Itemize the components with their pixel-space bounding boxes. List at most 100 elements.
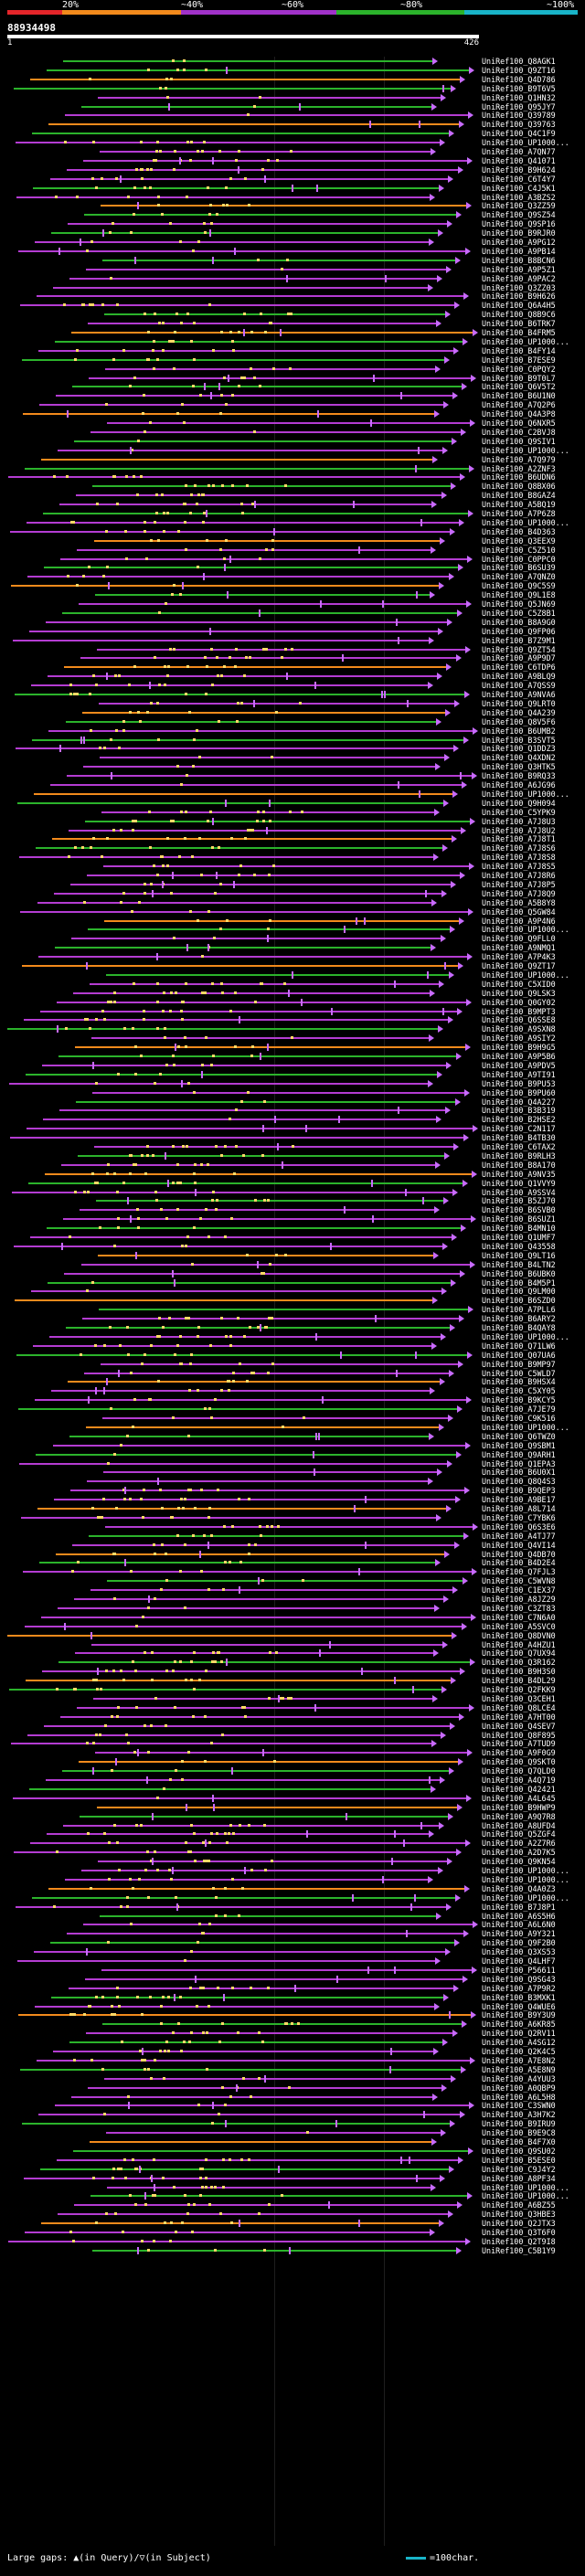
hit-id-link[interactable]: UniRef100_B3SVT5 bbox=[482, 735, 556, 745]
hit-row[interactable]: UniRef100_C5WVN8 bbox=[0, 1576, 585, 1585]
hit-row[interactable]: UniRef100_Q8V5F6 bbox=[0, 717, 585, 726]
hit-row[interactable]: UniRef100_A7J8T1 bbox=[0, 834, 585, 843]
hit-row[interactable]: UniRef100_C6T4Y7 bbox=[0, 175, 585, 184]
hit-row[interactable]: UniRef100_Q9SZ54 bbox=[0, 210, 585, 219]
hit-row[interactable]: UniRef100_A7TUD9 bbox=[0, 1739, 585, 1748]
hit-row[interactable]: UniRef100_Q9ARH1 bbox=[0, 1450, 585, 1459]
hit-id-link[interactable]: UniRef100_B6SUZ1 bbox=[482, 1214, 556, 1224]
hit-id-link[interactable]: UniRef100_Q3ZZ03 bbox=[482, 282, 556, 292]
hit-id-link[interactable]: UniRef100_UP1000... bbox=[482, 138, 569, 148]
hit-row[interactable]: UniRef100_Q4A0Z3 bbox=[0, 1884, 585, 1893]
hit-row[interactable]: UniRef100_C2N117 bbox=[0, 1124, 585, 1133]
hit-id-link[interactable]: UniRef100_A9TI91 bbox=[482, 1069, 556, 1079]
hit-row[interactable]: UniRef100_Q8LCE4 bbox=[0, 1703, 585, 1712]
hit-id-link[interactable]: UniRef100_Q5JN69 bbox=[482, 599, 556, 609]
hit-row[interactable]: UniRef100_B9HWP9 bbox=[0, 1803, 585, 1812]
hit-row[interactable]: UniRef100_Q4A3P8 bbox=[0, 409, 585, 419]
hit-id-link[interactable]: UniRef100_Q4WUE6 bbox=[482, 2001, 556, 2011]
hit-id-link[interactable]: UniRef100_B6TRK7 bbox=[482, 319, 556, 329]
hit-id-link[interactable]: UniRef100_B9H9G5 bbox=[482, 1043, 556, 1053]
hit-id-link[interactable]: UniRef100_A7Q2P6 bbox=[482, 400, 556, 410]
hit-row[interactable]: UniRef100_B3MXK1 bbox=[0, 1993, 585, 2002]
hit-row[interactable]: UniRef100_Q8AGK1 bbox=[0, 57, 585, 66]
hit-row[interactable]: UniRef100_Q9LM00 bbox=[0, 1287, 585, 1296]
hit-id-link[interactable]: UniRef100_B4DL29 bbox=[482, 1676, 556, 1686]
hit-id-link[interactable]: UniRef100_C5Z8B1 bbox=[482, 608, 556, 618]
hit-id-link[interactable]: UniRef100_Q4A227 bbox=[482, 1097, 556, 1107]
hit-row[interactable]: UniRef100_A7E8N2 bbox=[0, 2056, 585, 2065]
hit-row[interactable]: UniRef100_A9NVA6 bbox=[0, 690, 585, 699]
hit-id-link[interactable]: UniRef100_B6UMB2 bbox=[482, 726, 556, 736]
hit-id-link[interactable]: UniRef100_B8A170 bbox=[482, 1160, 556, 1170]
hit-row[interactable]: UniRef100_A7J8S6 bbox=[0, 843, 585, 853]
hit-row[interactable]: UniRef100_B9PU53 bbox=[0, 1079, 585, 1088]
hit-id-link[interactable]: UniRef100_A9BLQ9 bbox=[482, 672, 556, 682]
hit-row[interactable]: UniRef100_Q4A239 bbox=[0, 708, 585, 717]
hit-id-link[interactable]: UniRef100_A3H7K2 bbox=[482, 2110, 556, 2120]
hit-id-link[interactable]: UniRef100_Q9SZ54 bbox=[482, 210, 556, 220]
hit-id-link[interactable]: UniRef100_Q8B9C6 bbox=[482, 310, 556, 320]
hit-id-link[interactable]: UniRef100_A9P9D7 bbox=[482, 653, 556, 663]
hit-id-link[interactable]: UniRef100_B6ARY2 bbox=[482, 1314, 556, 1324]
hit-id-link[interactable]: UniRef100_A7J8S6 bbox=[482, 843, 556, 853]
hit-row[interactable]: UniRef100_A7J8U2 bbox=[0, 826, 585, 835]
hit-row[interactable]: UniRef100_UP1000... bbox=[0, 970, 585, 980]
hit-row[interactable]: UniRef100_B6SZD0 bbox=[0, 1296, 585, 1305]
hit-row[interactable]: UniRef100_B5ZJ70 bbox=[0, 1196, 585, 1205]
hit-row[interactable]: UniRef100_B3B319 bbox=[0, 1106, 585, 1115]
hit-row[interactable]: UniRef100_B8A170 bbox=[0, 1161, 585, 1170]
hit-id-link[interactable]: UniRef100_C5XY05 bbox=[482, 1386, 556, 1396]
hit-row[interactable]: UniRef100_Q5ZGF4 bbox=[0, 1829, 585, 1839]
hit-id-link[interactable]: UniRef100_Q8F895 bbox=[482, 1730, 556, 1740]
hit-row[interactable]: UniRef100_C5B1Y9 bbox=[0, 2246, 585, 2255]
hit-row[interactable]: UniRef100_Q9SG43 bbox=[0, 1975, 585, 1984]
hit-row[interactable]: UniRef100_B7ESE9 bbox=[0, 355, 585, 365]
hit-row[interactable]: UniRef100_B9H3S0 bbox=[0, 1667, 585, 1676]
hit-id-link[interactable]: UniRef100_Q9C5S9 bbox=[482, 581, 556, 591]
hit-id-link[interactable]: UniRef100_B7ESE9 bbox=[482, 355, 556, 365]
hit-row[interactable]: UniRef100_C5Z510 bbox=[0, 546, 585, 555]
hit-row[interactable]: UniRef100_Q6TWZ0 bbox=[0, 1432, 585, 1441]
hit-row[interactable]: UniRef100_A9PAC2 bbox=[0, 274, 585, 283]
hit-row[interactable]: UniRef100_B4D363 bbox=[0, 527, 585, 536]
hit-row[interactable]: UniRef100_C5XID0 bbox=[0, 980, 585, 989]
hit-id-link[interactable]: UniRef100_A8L714 bbox=[482, 1504, 556, 1513]
hit-row[interactable]: UniRef100_Q9SP16 bbox=[0, 219, 585, 228]
hit-id-link[interactable]: UniRef100_Q71LW6 bbox=[482, 1341, 556, 1351]
hit-id-link[interactable]: UniRef100_B5ESE0 bbox=[482, 2155, 556, 2165]
hit-id-link[interactable]: UniRef100_C6T4Y7 bbox=[482, 174, 556, 184]
hit-row[interactable]: UniRef100_B9QEP3 bbox=[0, 1486, 585, 1495]
hit-id-link[interactable]: UniRef100_Q3HBE3 bbox=[482, 2210, 556, 2220]
hit-row[interactable]: UniRef100_UP1000... bbox=[0, 518, 585, 527]
hit-row[interactable]: UniRef100_A9Y321 bbox=[0, 1929, 585, 1938]
hit-row[interactable]: UniRef100_Q71LW6 bbox=[0, 1341, 585, 1351]
hit-id-link[interactable]: UniRef100_A7P6Z8 bbox=[482, 509, 556, 518]
hit-row[interactable]: UniRef100_A9BLQ9 bbox=[0, 672, 585, 681]
hit-row[interactable]: UniRef100_B6U0X1 bbox=[0, 1468, 585, 1477]
hit-id-link[interactable]: UniRef100_A7J8R6 bbox=[482, 871, 556, 880]
hit-id-link[interactable]: UniRef100_UP1000... bbox=[482, 336, 569, 346]
hit-row[interactable]: UniRef100_B4FY14 bbox=[0, 346, 585, 355]
hit-row[interactable]: UniRef100_Q9ZT16 bbox=[0, 66, 585, 75]
hit-row[interactable]: UniRef100_Q7QLD0 bbox=[0, 1766, 585, 1776]
hit-id-link[interactable]: UniRef100_Q9L1E8 bbox=[482, 590, 556, 600]
hit-row[interactable]: UniRef100_B9PU60 bbox=[0, 1088, 585, 1097]
hit-row[interactable]: UniRef100_B9IRU9 bbox=[0, 2119, 585, 2128]
hit-id-link[interactable]: UniRef100_A8PF34 bbox=[482, 2173, 556, 2183]
hit-row[interactable]: UniRef100_Q42421 bbox=[0, 1785, 585, 1794]
hit-id-link[interactable]: UniRef100_Q9ZT17 bbox=[482, 961, 556, 970]
hit-id-link[interactable]: UniRef100_Q2T9I8 bbox=[482, 2236, 556, 2246]
hit-row[interactable]: UniRef100_Q9KN54 bbox=[0, 1857, 585, 1866]
hit-id-link[interactable]: UniRef100_A5BQ19 bbox=[482, 500, 556, 510]
hit-row[interactable]: UniRef100_C6TDP6 bbox=[0, 663, 585, 672]
hit-row[interactable]: UniRef100_Q4XDN2 bbox=[0, 753, 585, 762]
hit-row[interactable]: UniRef100_A9SSV4 bbox=[0, 1188, 585, 1197]
hit-id-link[interactable]: UniRef100_A5SVC0 bbox=[482, 1621, 556, 1631]
hit-row[interactable]: UniRef100_A5B8Y8 bbox=[0, 898, 585, 907]
hit-row[interactable]: UniRef100_A6KR85 bbox=[0, 2019, 585, 2029]
hit-id-link[interactable]: UniRef100_Q8LCE4 bbox=[482, 1702, 556, 1712]
hit-row[interactable]: UniRef100_Q8Q4S3 bbox=[0, 1477, 585, 1486]
hit-row[interactable]: UniRef100_B4MN10 bbox=[0, 1224, 585, 1233]
hit-id-link[interactable]: UniRef100_B9T0L7 bbox=[482, 373, 556, 383]
hit-row[interactable]: UniRef100_B9RJR0 bbox=[0, 228, 585, 238]
